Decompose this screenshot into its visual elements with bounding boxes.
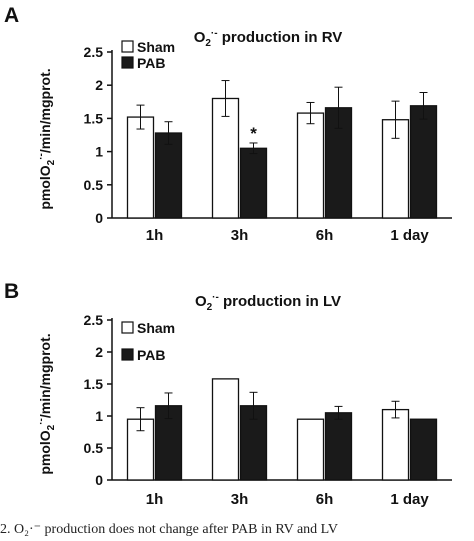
x-tick-label: 1h (146, 227, 164, 244)
chart-title: O2·- production in LV (195, 292, 341, 313)
bar-sham-1h (126, 116, 155, 219)
y-tick-label: 2.5 (84, 44, 104, 60)
y-axis-label: pmolO2·-/min/mgprot. (36, 68, 57, 209)
chart-panel-b: B O2·- production in LV 0 0.5 1 1.5 2 2.5 pmolO2… (4, 280, 452, 508)
bar-pab-1-day (409, 418, 438, 481)
chart-panel-a: A O2·- production in RV 0 0.5 1 1.5 2 2.5 pmolO2… (4, 4, 452, 244)
y-tick-label: 0.5 (84, 177, 104, 193)
x-tick-label: 1h (146, 491, 164, 508)
x-tick-label: 3h (231, 491, 249, 508)
x-tick-label: 3h (231, 227, 249, 244)
y-tick-label: 2 (95, 77, 103, 93)
y-tick-label: 0 (95, 472, 103, 488)
y-tick-label: 2 (95, 344, 103, 360)
figure-caption: 2. O₂·⁻ production does not change after… (0, 522, 339, 537)
bar-sham-1-day (381, 408, 410, 481)
legend-label-pab: PAB (137, 55, 166, 71)
legend-label-pab: PAB (137, 347, 166, 363)
figure: A O2·- production in RV 0 0.5 1 1.5 2 2.5 pmolO2… (4, 4, 452, 508)
bar-sham-3h (211, 97, 240, 219)
x-tick-label: 6h (316, 227, 334, 244)
legend-swatch-sham (121, 40, 134, 53)
y-tick-label: 1 (95, 408, 103, 424)
legend-swatch-pab (121, 348, 134, 361)
y-axis-label: pmolO2·-/min/mgprot. (36, 333, 57, 474)
legend-label-sham: Sham (137, 320, 175, 336)
bar-sham-1-day (381, 119, 410, 219)
y-tick-label: 0 (95, 210, 103, 226)
bar-sham-3h (211, 378, 240, 481)
y-tick-label: 1 (95, 144, 103, 160)
y-tick-label: 1.5 (84, 376, 104, 392)
legend-swatch-pab (121, 56, 134, 69)
legend-label-sham: Sham (137, 39, 175, 55)
bar-pab-6h (324, 412, 353, 481)
bar-pab-1-day (409, 105, 438, 219)
panel-letter: A (4, 4, 19, 27)
chart-title: O2·- production in RV (194, 28, 343, 49)
y-tick-label: 1.5 (84, 110, 104, 126)
x-tick-label: 6h (316, 491, 334, 508)
x-tick-label: 1 day (390, 227, 429, 244)
y-tick-label: 2.5 (84, 312, 104, 328)
y-tick-label: 0.5 (84, 440, 104, 456)
bar-sham-6h (296, 112, 325, 219)
panel-letter: B (4, 280, 19, 303)
bar-pab-3h (239, 147, 268, 219)
bar-pab-1h (154, 132, 183, 219)
significance-marker: * (250, 124, 257, 143)
legend-swatch-sham (121, 321, 134, 334)
x-tick-label: 1 day (390, 491, 429, 508)
bar-sham-6h (296, 418, 325, 481)
